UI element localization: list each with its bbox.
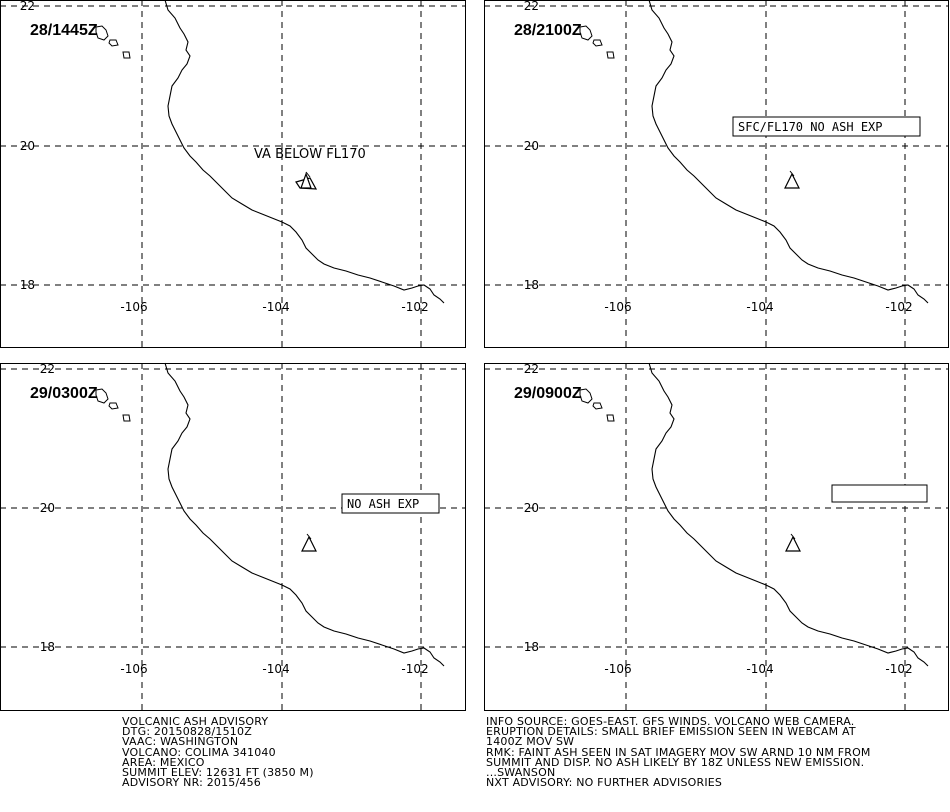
advisory-line: VOLCANIC ASH ADVISORY: [122, 715, 269, 728]
volcano-triangle-icon: [784, 170, 800, 189]
lon-label-102: -102: [401, 300, 428, 314]
panel-frame: [0, 363, 466, 711]
volcano-triangle-icon: [295, 171, 318, 190]
panel-frame: [484, 0, 949, 348]
island-socorro: [95, 388, 109, 404]
advisory-line: 1400Z MOV SW: [486, 735, 575, 749]
island-clarion: [122, 51, 131, 59]
island-small: [592, 402, 603, 410]
graticule: [0, 363, 465, 711]
map-panel-1: 22 20 18 -106 -104 -102 28/1445Z VA BELO…: [0, 0, 466, 348]
island-clarion: [606, 414, 615, 422]
lon-label-104: -104: [262, 662, 289, 676]
map-canvas: 22 20 18 -106 -104 -102 29/0300Z NO ASH …: [0, 362, 466, 711]
advisory-line: AREA: MEXICO: [122, 755, 205, 769]
lon-label-104: -104: [746, 300, 773, 314]
lon-label-104: -104: [746, 662, 773, 676]
graticule: [484, 0, 949, 348]
forecast-dtg: 29/0900Z: [514, 385, 582, 402]
island-socorro: [579, 388, 593, 404]
lon-tick-labels: -106 -104 -102: [120, 300, 428, 314]
lat-label-18: 18: [40, 640, 55, 654]
lat-label-22: 22: [524, 0, 539, 13]
advisory-line: DTG: 20150828/1510Z: [122, 725, 252, 739]
lat-tick-labels: 22 20 18: [524, 362, 539, 654]
map-panel-3: 22 20 18 -106 -104 -102 29/0300Z NO ASH …: [0, 362, 466, 711]
lat-label-20: 20: [40, 501, 55, 515]
lat-label-22: 22: [20, 0, 35, 13]
lat-label-20: 20: [524, 501, 539, 515]
lon-label-102: -102: [885, 300, 912, 314]
advisory-line: RMK: FAINT ASH SEEN IN SAT IMAGERY MOV S…: [486, 745, 871, 759]
ash-annotation: SFC/FL170 NO ASH EXP: [738, 120, 883, 134]
volcano-triangle-icon: [785, 533, 801, 552]
map-canvas: 22 20 18 -106 -104 -102 29/0900Z: [484, 362, 949, 711]
advisory-line: ERUPTION DETAILS: SMALL BRIEF EMISSION S…: [486, 725, 856, 739]
islands: [95, 25, 131, 59]
advisory-line: VAAC: WASHINGTON: [122, 735, 239, 749]
islands: [579, 388, 615, 422]
advisory-details-block: INFO SOURCE: GOES-EAST. GFS WINDS. VOLCA…: [486, 715, 871, 790]
advisory-line: ...SWANSON: [486, 765, 556, 779]
panel-frame: [484, 363, 949, 711]
lat-label-18: 18: [524, 278, 539, 292]
ash-annotation: NO ASH EXP: [347, 497, 419, 511]
lat-tick-labels: 22 20 18: [20, 0, 35, 292]
annotation-box: [831, 484, 928, 503]
island-small: [108, 402, 119, 410]
lon-label-106: -106: [120, 300, 147, 314]
panel-frame: [0, 0, 466, 348]
lon-label-106: -106: [120, 662, 147, 676]
island-small: [108, 39, 119, 47]
island-small: [592, 39, 603, 47]
lat-label-22: 22: [524, 362, 539, 376]
forecast-dtg: 28/2100Z: [514, 22, 582, 39]
lat-label-20: 20: [20, 139, 35, 153]
ash-annotation: VA BELOW FL170: [254, 147, 366, 162]
advisory-header-block: VOLCANIC ASH ADVISORY DTG: 20150828/1510…: [122, 715, 314, 790]
lon-tick-labels: -106 -104 -102: [604, 662, 912, 676]
lat-label-18: 18: [524, 640, 539, 654]
lon-label-102: -102: [885, 662, 912, 676]
lat-label-22: 22: [40, 362, 55, 376]
advisory-line: SUMMIT ELEV: 12631 FT (3850 M): [122, 765, 314, 779]
island-socorro: [95, 25, 109, 41]
lon-tick-labels: -106 -104 -102: [120, 662, 428, 676]
lon-label-104: -104: [262, 300, 289, 314]
lat-tick-labels: 22 20 18: [40, 362, 55, 654]
island-socorro: [579, 25, 593, 41]
coastline: [164, 0, 445, 304]
map-canvas: 22 20 18 -106 -104 -102 28/1445Z VA BELO…: [0, 0, 466, 348]
annotation-box: [341, 493, 440, 514]
lon-label-106: -106: [604, 300, 631, 314]
islands: [579, 25, 615, 59]
coastline: [648, 362, 929, 667]
islands: [95, 388, 131, 422]
map-panel-4: 22 20 18 -106 -104 -102 29/0900Z: [484, 362, 949, 711]
graticule: [484, 363, 949, 711]
lat-tick-labels: 22 20 18: [524, 0, 539, 292]
island-clarion: [122, 414, 131, 422]
coastline: [164, 362, 445, 667]
advisory-line: SUMMIT AND DISP. NO ASH LIKELY BY 18Z UN…: [486, 755, 865, 769]
lat-label-18: 18: [20, 278, 35, 292]
volcano-triangle-icon: [301, 533, 317, 552]
map-canvas: 22 20 18 -106 -104 -102 28/2100Z SFC/FL1…: [484, 0, 949, 348]
lon-label-102: -102: [401, 662, 428, 676]
advisory-line: VOLCANO: COLIMA 341040: [122, 745, 276, 759]
lon-tick-labels: -106 -104 -102: [604, 300, 912, 314]
forecast-dtg: 28/1445Z: [30, 22, 98, 39]
map-panel-2: 22 20 18 -106 -104 -102 28/2100Z SFC/FL1…: [484, 0, 949, 348]
graticule: [0, 0, 465, 348]
lon-label-106: -106: [604, 662, 631, 676]
advisory-line: NXT ADVISORY: NO FURTHER ADVISORIES: [486, 776, 723, 790]
forecast-dtg: 29/0300Z: [30, 385, 98, 402]
coastline: [648, 0, 929, 304]
annotation-box: [732, 116, 921, 137]
lat-label-20: 20: [524, 139, 539, 153]
island-clarion: [606, 51, 615, 59]
advisory-line: ADVISORY NR: 2015/456: [122, 776, 261, 790]
advisory-line: INFO SOURCE: GOES-EAST. GFS WINDS. VOLCA…: [486, 715, 855, 728]
